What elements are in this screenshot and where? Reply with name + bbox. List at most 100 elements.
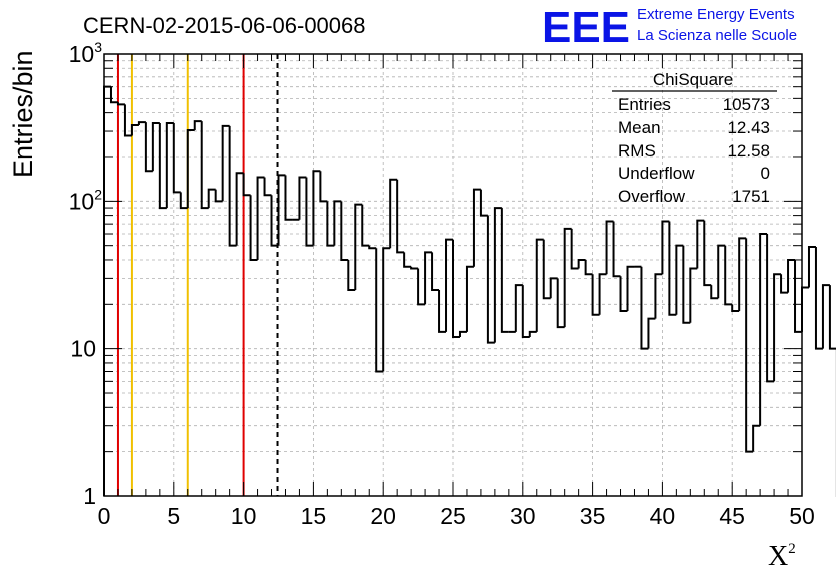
y-tick-label: 103 xyxy=(69,39,103,67)
stats-title: ChiSquare xyxy=(653,70,733,89)
histogram-bin xyxy=(814,246,823,350)
histogram-bin xyxy=(696,219,705,269)
histogram-bin xyxy=(479,189,488,217)
histogram-bin xyxy=(424,251,433,305)
histogram-bin xyxy=(759,233,768,426)
histogram-bin xyxy=(493,207,502,343)
stats-label: Overflow xyxy=(618,187,686,206)
histogram-bin xyxy=(514,284,523,332)
histogram-bin xyxy=(221,124,230,202)
stats-value: 0 xyxy=(761,164,770,183)
histogram-bin xyxy=(591,274,600,316)
stats-label: RMS xyxy=(618,141,656,160)
histogram-bin xyxy=(438,290,447,333)
histogram-bin xyxy=(109,86,118,104)
stats-value: 1751 xyxy=(732,187,770,206)
histogram-bin xyxy=(556,278,565,329)
histogram-bin xyxy=(382,247,391,372)
histogram-bin xyxy=(319,171,328,203)
histogram-bin xyxy=(305,177,314,247)
histogram-bin xyxy=(661,220,670,275)
histogram-bin xyxy=(612,221,621,278)
histogram-bin xyxy=(549,277,558,299)
histogram-bin xyxy=(745,238,754,453)
x-tick-label: 35 xyxy=(580,503,606,529)
histogram-bin xyxy=(207,188,216,209)
run-title: CERN-02-2015-06-06-00068 xyxy=(83,13,366,38)
histogram-bin xyxy=(682,245,691,324)
histogram-bin xyxy=(828,285,836,350)
y-tick-label: 102 xyxy=(69,186,103,214)
histogram-bin xyxy=(249,195,258,261)
histogram-bin xyxy=(158,123,167,210)
stats-value: 12.43 xyxy=(727,118,770,137)
histogram-bin xyxy=(738,237,747,312)
histogram-bin xyxy=(200,121,209,210)
histogram-bin xyxy=(116,102,125,106)
histogram-bin xyxy=(130,123,139,136)
x-tick-label: 5 xyxy=(167,503,180,529)
histogram-bin xyxy=(773,273,782,382)
stats-label: Mean xyxy=(618,118,661,137)
x-axis-title: X2 xyxy=(768,541,796,572)
histogram-bin xyxy=(794,259,802,333)
histogram-bin xyxy=(535,238,544,332)
histogram-bin xyxy=(801,286,809,332)
histogram-bin xyxy=(298,176,307,220)
histogram-bin xyxy=(584,259,593,276)
histogram-bin xyxy=(270,195,279,247)
y-tick-label: 10 xyxy=(70,336,96,362)
histogram-bin xyxy=(654,273,663,319)
histogram-bin xyxy=(277,174,286,246)
stats-box: ChiSquare Entries 10573 Mean 12.43 RMS 12.58 U… xyxy=(612,70,777,206)
stats-label: Underflow xyxy=(618,164,695,183)
histogram-bin xyxy=(235,172,244,246)
histogram-bin xyxy=(500,208,509,333)
histogram-bin xyxy=(284,175,293,221)
histogram-bin xyxy=(340,201,349,261)
x-axis: 0 5 10 15 20 25 30 35 40 45 50 xyxy=(98,54,815,529)
histogram-bin xyxy=(598,273,607,315)
reference-lines xyxy=(116,54,279,496)
histogram-bin xyxy=(165,122,174,209)
histogram-bin xyxy=(123,104,132,137)
histogram-bin xyxy=(717,244,726,299)
histogram-bin xyxy=(193,120,202,130)
histogram-bin xyxy=(821,284,830,349)
histogram-bin xyxy=(542,239,551,300)
histogram-bin xyxy=(710,285,719,300)
histogram-bin xyxy=(528,330,537,338)
histogram-bin xyxy=(689,267,698,323)
y-tick-label: 1 xyxy=(83,483,96,509)
histogram-bin xyxy=(214,189,223,203)
stats-value: 12.58 xyxy=(727,141,770,160)
histogram-bin xyxy=(647,317,656,349)
x-tick-label: 40 xyxy=(650,503,676,529)
histogram-bin xyxy=(626,265,635,312)
x-tick-label: 50 xyxy=(789,503,815,529)
histogram-bin xyxy=(668,221,677,316)
y-axis-title: Entries/bin xyxy=(8,50,38,178)
x-axis-title-sup: 2 xyxy=(788,541,796,557)
histogram-bin xyxy=(703,220,712,287)
stats-rows: Entries 10573 Mean 12.43 RMS 12.58 Underflow 0 O… xyxy=(618,95,770,206)
histogram-bin xyxy=(410,266,419,270)
histogram-bin xyxy=(186,128,195,209)
histogram-bin xyxy=(333,200,342,246)
histogram-bin xyxy=(458,330,467,338)
histogram-bin xyxy=(731,304,740,313)
histogram-bins xyxy=(103,85,836,497)
histogram-bin xyxy=(256,176,265,260)
histogram-bin xyxy=(431,252,440,292)
histogram-bin xyxy=(807,245,816,288)
x-tick-label: 45 xyxy=(719,503,745,529)
x-tick-label: 20 xyxy=(370,503,396,529)
histogram-bin xyxy=(521,285,530,339)
histogram-bin xyxy=(326,201,335,247)
logo-line-2: La Scienza nelle Scuole xyxy=(637,27,797,44)
stats-label: Entries xyxy=(618,95,671,114)
histogram-bin xyxy=(403,252,412,268)
histogram-bin xyxy=(787,258,796,293)
histogram-bin xyxy=(752,424,761,452)
